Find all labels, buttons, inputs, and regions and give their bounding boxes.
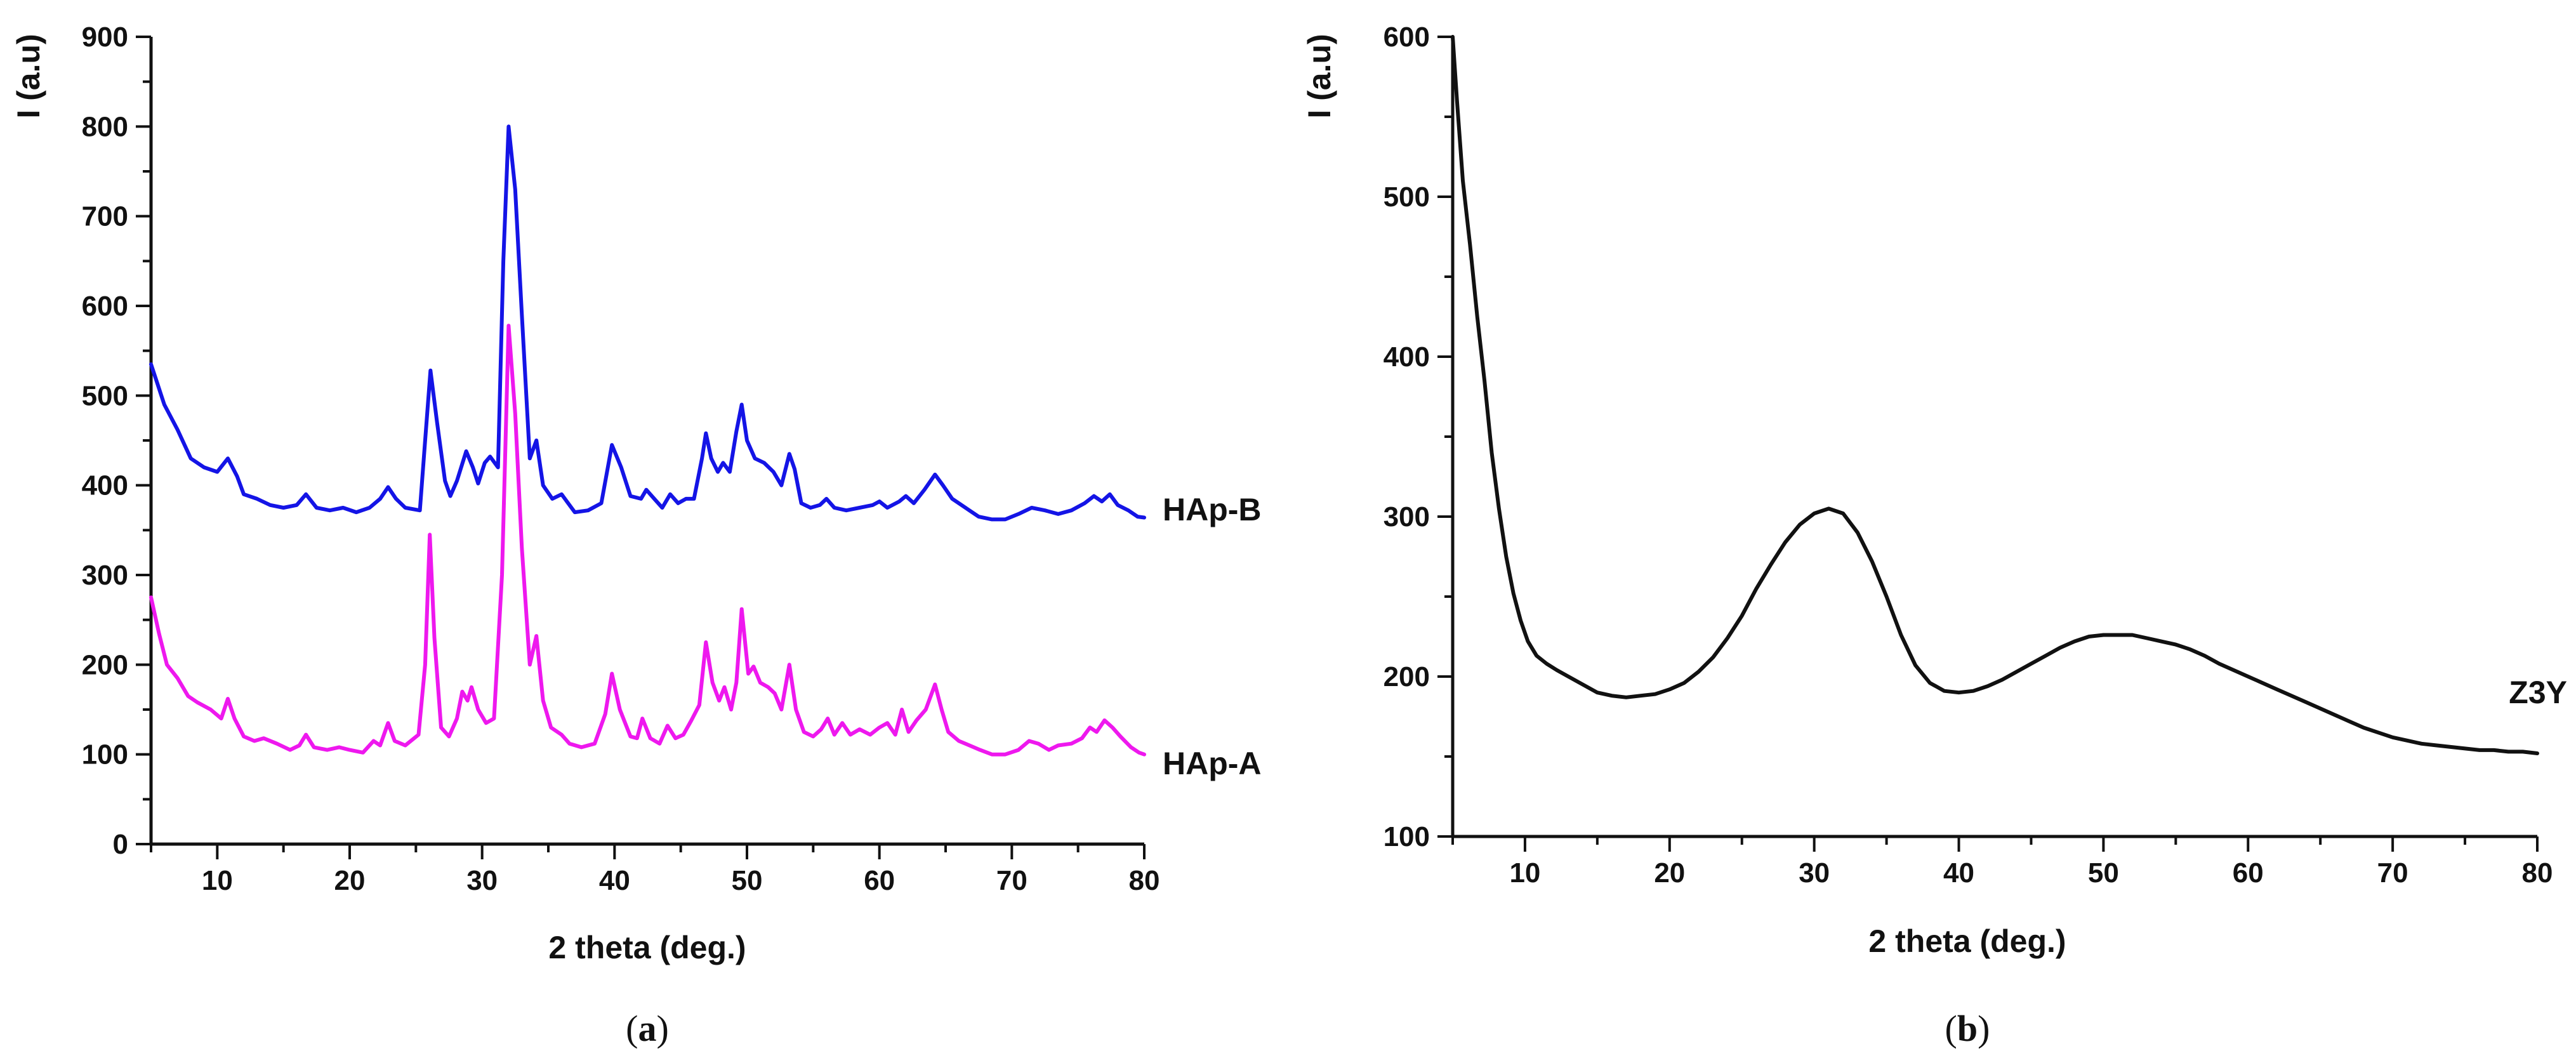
panel-a-y-tick-label: 600 bbox=[82, 291, 128, 322]
panel-b-x-tick-label: 50 bbox=[2088, 857, 2119, 889]
panel-b-y-ticks: 100 200 300 400 500 600 bbox=[1384, 22, 1453, 852]
panel-b-x-tick-label: 70 bbox=[2377, 857, 2408, 889]
panel-a-x-axis-title: 2 theta (deg.) bbox=[548, 930, 746, 965]
panel-b-x-tick-label: 30 bbox=[1799, 857, 1830, 889]
series-line-hap-b bbox=[149, 124, 1146, 522]
series-line-hap-a bbox=[149, 324, 1146, 757]
panel-b-x-axis-title: 2 theta (deg.) bbox=[1868, 923, 2066, 959]
series-line-z3y bbox=[1451, 35, 2539, 755]
panel-a-series-label-hap-b: HAp-B bbox=[1163, 492, 1262, 527]
panel-b-x-tick-label: 10 bbox=[1509, 857, 1540, 889]
panel-a-y-tick-label: 100 bbox=[82, 739, 128, 770]
panel-a-caption-letter: a bbox=[638, 1008, 657, 1049]
panel-a-y-tick-label: 0 bbox=[113, 829, 128, 860]
chart-panel-a: 10 20 30 40 50 60 70 80 0 100 200 300 400 500 600 700 8… bbox=[11, 22, 1262, 1049]
panel-a-y-ticks: 0 100 200 300 400 500 600 700 800 900 bbox=[82, 22, 151, 860]
panel-a-y-tick-label: 300 bbox=[82, 560, 128, 591]
panel-a-x-ticks: 10 20 30 40 50 60 70 80 bbox=[150, 844, 1160, 896]
panel-a-y-tick-label: 900 bbox=[82, 22, 128, 53]
panel-a-series bbox=[149, 124, 1146, 757]
panel-b-x-tick-label: 80 bbox=[2522, 857, 2553, 889]
panel-b-x-tick-label: 60 bbox=[2233, 857, 2264, 889]
panel-a-x-tick-label: 40 bbox=[599, 865, 630, 896]
panel-a-x-tick-label: 50 bbox=[732, 865, 763, 896]
panel-b-x-tick-label: 40 bbox=[1943, 857, 1974, 889]
panel-a-x-tick-label: 20 bbox=[334, 865, 366, 896]
panel-a-series-label-hap-a: HAp-A bbox=[1163, 746, 1262, 781]
panel-a-caption: (a) bbox=[626, 1008, 669, 1049]
panel-b-y-tick-label: 400 bbox=[1384, 341, 1430, 373]
panel-b-y-tick-label: 100 bbox=[1384, 821, 1430, 852]
panel-a-x-tick-label: 60 bbox=[864, 865, 895, 896]
panel-a-y-tick-label: 200 bbox=[82, 649, 128, 680]
chart-panel-b: 10 20 30 40 50 60 70 80 100 200 300 400 500 600 2 th… bbox=[1302, 22, 2567, 1049]
panel-b-caption: (b) bbox=[1945, 1008, 1990, 1049]
panel-a-y-axis-title: I (a.u) bbox=[11, 34, 46, 118]
panel-b-y-tick-label: 300 bbox=[1384, 501, 1430, 532]
panel-a-x-tick-label: 30 bbox=[466, 865, 498, 896]
panel-b-x-ticks: 10 20 30 40 50 60 70 80 bbox=[1451, 836, 2553, 889]
panel-b-y-tick-label: 500 bbox=[1384, 182, 1430, 213]
panel-a-y-tick-label: 700 bbox=[82, 201, 128, 232]
panel-a-y-tick-label: 500 bbox=[82, 380, 128, 411]
panel-b-y-tick-label: 600 bbox=[1384, 22, 1430, 53]
panel-b-caption-letter: b bbox=[1957, 1008, 1978, 1049]
panel-a-y-tick-label: 400 bbox=[82, 470, 128, 501]
panel-b-y-axis-title: I (a.u) bbox=[1302, 34, 1337, 118]
panel-b-series bbox=[1451, 35, 2539, 755]
panel-a-x-tick-label: 10 bbox=[202, 865, 233, 896]
panel-b-x-tick-label: 20 bbox=[1654, 857, 1685, 889]
panel-b-y-tick-label: 200 bbox=[1384, 661, 1430, 692]
panel-a-x-tick-label: 70 bbox=[996, 865, 1027, 896]
panel-a-y-tick-label: 800 bbox=[82, 111, 128, 142]
panel-b-series-label-z3y: Z3Y bbox=[2509, 675, 2567, 710]
panel-a-x-tick-label: 80 bbox=[1129, 865, 1160, 896]
